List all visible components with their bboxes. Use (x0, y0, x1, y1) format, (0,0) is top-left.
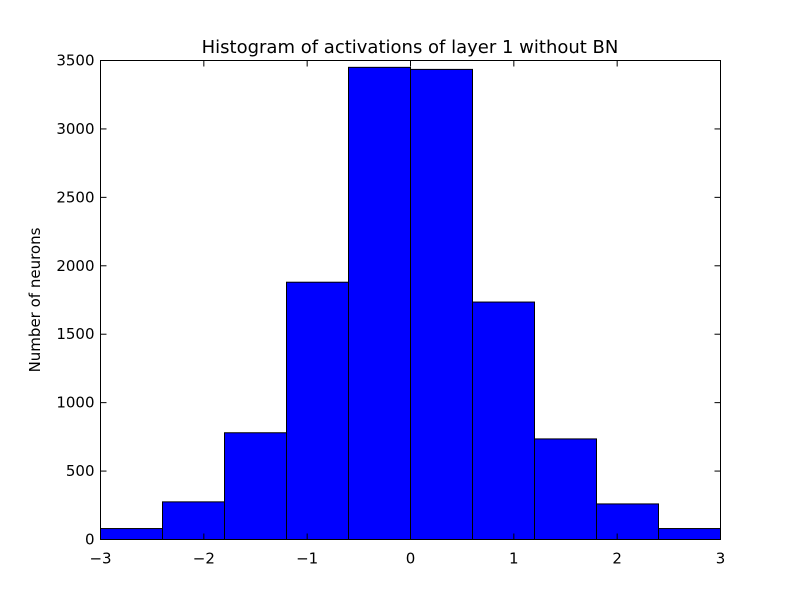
histogram-bar (162, 501, 225, 541)
x-tick-label: 3 (716, 550, 726, 568)
histogram-bar (410, 68, 473, 540)
x-tick-label: 1 (509, 550, 519, 568)
y-tick-label: 1000 (56, 394, 94, 412)
x-tick-label: 0 (406, 550, 416, 568)
y-tick-label: 3500 (56, 52, 94, 70)
histogram-bar (534, 438, 597, 540)
plot-frame (100, 60, 721, 540)
y-tick-label: 2500 (56, 188, 94, 206)
y-tick-label: 500 (66, 462, 95, 480)
histogram-bar (596, 503, 659, 540)
x-tick-label: −3 (89, 550, 111, 568)
ticks-group: −3 −2 −1 0 1 2 3 0 500 1000 1500 2000 2500 3000 3500 (56, 52, 725, 568)
y-tick-label: 1500 (56, 325, 94, 343)
x-tick-label: 2 (612, 550, 622, 568)
y-axis-label: Number of neurons (26, 227, 44, 372)
x-tick-label: −1 (296, 550, 318, 568)
histogram-bar (100, 528, 163, 541)
histogram-bar (224, 432, 287, 541)
histogram-bar (286, 281, 349, 540)
histogram-bar (348, 66, 411, 540)
y-tick-label: 3000 (56, 120, 94, 138)
histogram-bar (658, 528, 721, 541)
y-tick-label: 0 (85, 531, 95, 549)
x-tick-label: −2 (193, 550, 215, 568)
y-tick-label: 2000 (56, 257, 94, 275)
bars-group (100, 66, 721, 541)
chart-title: Histogram of activations of layer 1 with… (202, 37, 619, 58)
histogram-bar (472, 301, 535, 540)
